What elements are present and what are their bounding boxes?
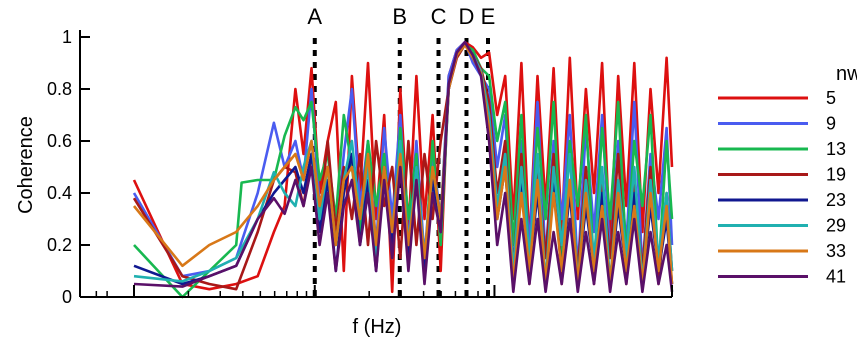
series-line-nw-9 [132,40,674,278]
marker-label-c: C [431,4,447,29]
y-tick-label: 1 [62,27,72,47]
legend-label-nw-41: 41 [826,267,846,287]
y-tick-label: 0.8 [47,79,72,99]
marker-label-e: E [481,4,496,29]
legend-label-nw-13: 13 [826,139,846,159]
y-ticks: 0 0.2 0.4 0.6 0.8 1 [47,27,90,307]
y-tick-label: 0.4 [47,183,72,203]
series-layer [132,40,674,299]
legend-label-nw-33: 33 [826,241,846,261]
y-tick-label: 0.6 [47,131,72,151]
legend-label-nw-23: 23 [826,190,846,210]
legend-label-nw-5: 5 [826,88,836,108]
marker-label-a: A [307,4,322,29]
x-ticks [79,285,673,297]
y-axis-label: Coherence [15,116,37,214]
legend-label-nw-29: 29 [826,216,846,236]
y-tick-label: 0 [62,287,72,307]
legend-label-nw-19: 19 [826,165,846,185]
x-axis-label: f (Hz) [353,316,402,338]
legend: nw 5 9 13 19 23 29 33 41 [718,63,857,287]
axes [79,30,672,298]
marker-label-d: D [459,4,475,29]
marker-label-b: B [392,4,407,29]
legend-label-nw-9: 9 [826,114,836,134]
series-line-nw-41 [133,40,674,294]
legend-title: nw [836,63,857,85]
y-tick-label: 0.2 [47,235,72,255]
